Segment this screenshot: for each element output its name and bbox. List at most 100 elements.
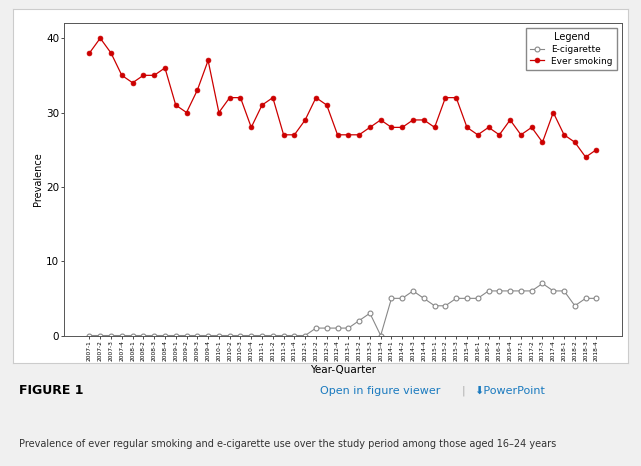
Ever smoking: [118, 73, 126, 78]
E-cigarette: [312, 325, 320, 331]
E-cigarette: [334, 325, 342, 331]
E-cigarette: [129, 333, 137, 338]
E-cigarette: [194, 333, 201, 338]
E-cigarette: [409, 288, 417, 294]
E-cigarette: [495, 288, 503, 294]
E-cigarette: [258, 333, 266, 338]
E-cigarette: [344, 325, 352, 331]
Ever smoking: [194, 88, 201, 93]
Y-axis label: Prevalence: Prevalence: [33, 152, 44, 206]
Ever smoking: [453, 95, 460, 101]
E-cigarette: [86, 333, 94, 338]
E-cigarette: [279, 333, 287, 338]
E-cigarette: [485, 288, 492, 294]
E-cigarette: [323, 325, 331, 331]
E-cigarette: [161, 333, 169, 338]
E-cigarette: [517, 288, 525, 294]
E-cigarette: [183, 333, 190, 338]
Line: Ever smoking: Ever smoking: [87, 36, 599, 159]
E-cigarette: [399, 295, 406, 301]
E-cigarette: [571, 303, 579, 308]
Ever smoking: [161, 65, 169, 71]
Ever smoking: [96, 35, 104, 41]
Ever smoking: [409, 117, 417, 123]
Ever smoking: [420, 117, 428, 123]
E-cigarette: [151, 333, 158, 338]
Ever smoking: [107, 50, 115, 56]
Text: |: |: [462, 386, 465, 396]
Ever smoking: [549, 110, 557, 115]
Ever smoking: [388, 124, 395, 130]
E-cigarette: [549, 288, 557, 294]
Ever smoking: [538, 139, 546, 145]
E-cigarette: [528, 288, 535, 294]
E-cigarette: [269, 333, 277, 338]
Ever smoking: [517, 132, 525, 137]
Ever smoking: [344, 132, 352, 137]
Ever smoking: [269, 95, 277, 101]
E-cigarette: [237, 333, 244, 338]
Ever smoking: [528, 124, 535, 130]
E-cigarette: [388, 295, 395, 301]
E-cigarette: [107, 333, 115, 338]
E-cigarette: [215, 333, 222, 338]
Ever smoking: [485, 124, 492, 130]
Ever smoking: [592, 147, 600, 152]
Ever smoking: [474, 132, 481, 137]
E-cigarette: [96, 333, 104, 338]
E-cigarette: [226, 333, 233, 338]
Ever smoking: [258, 102, 266, 108]
E-cigarette: [506, 288, 514, 294]
Ever smoking: [431, 124, 438, 130]
E-cigarette: [463, 295, 471, 301]
Ever smoking: [582, 154, 590, 160]
E-cigarette: [355, 318, 363, 323]
E-cigarette: [420, 295, 428, 301]
Line: E-cigarette: E-cigarette: [87, 281, 599, 338]
Ever smoking: [301, 117, 309, 123]
E-cigarette: [140, 333, 147, 338]
E-cigarette: [290, 333, 298, 338]
Ever smoking: [172, 102, 179, 108]
Ever smoking: [247, 124, 255, 130]
Ever smoking: [215, 110, 222, 115]
E-cigarette: [442, 303, 449, 308]
E-cigarette: [247, 333, 255, 338]
Ever smoking: [323, 102, 331, 108]
Ever smoking: [334, 132, 342, 137]
Ever smoking: [312, 95, 320, 101]
E-cigarette: [560, 288, 568, 294]
Ever smoking: [366, 124, 374, 130]
E-cigarette: [538, 281, 546, 286]
Text: Prevalence of ever regular smoking and e-cigarette use over the study period amo: Prevalence of ever regular smoking and e…: [19, 439, 556, 449]
E-cigarette: [301, 333, 309, 338]
E-cigarette: [592, 295, 600, 301]
Ever smoking: [571, 139, 579, 145]
E-cigarette: [377, 333, 385, 338]
E-cigarette: [204, 333, 212, 338]
Text: FIGURE 1: FIGURE 1: [19, 384, 84, 397]
Ever smoking: [86, 50, 94, 56]
Ever smoking: [226, 95, 233, 101]
Ever smoking: [495, 132, 503, 137]
Legend: E-cigarette, Ever smoking: E-cigarette, Ever smoking: [526, 28, 617, 70]
Ever smoking: [442, 95, 449, 101]
Ever smoking: [355, 132, 363, 137]
Ever smoking: [183, 110, 190, 115]
Ever smoking: [237, 95, 244, 101]
Ever smoking: [506, 117, 514, 123]
Text: ⬇PowerPoint: ⬇PowerPoint: [474, 386, 545, 396]
Ever smoking: [463, 124, 471, 130]
Ever smoking: [290, 132, 298, 137]
E-cigarette: [172, 333, 179, 338]
Ever smoking: [279, 132, 287, 137]
E-cigarette: [366, 310, 374, 316]
Ever smoking: [377, 117, 385, 123]
E-cigarette: [431, 303, 438, 308]
Ever smoking: [399, 124, 406, 130]
Ever smoking: [560, 132, 568, 137]
X-axis label: Year-Quarter: Year-Quarter: [310, 365, 376, 376]
Ever smoking: [140, 73, 147, 78]
E-cigarette: [582, 295, 590, 301]
Text: Open in figure viewer: Open in figure viewer: [320, 386, 441, 396]
